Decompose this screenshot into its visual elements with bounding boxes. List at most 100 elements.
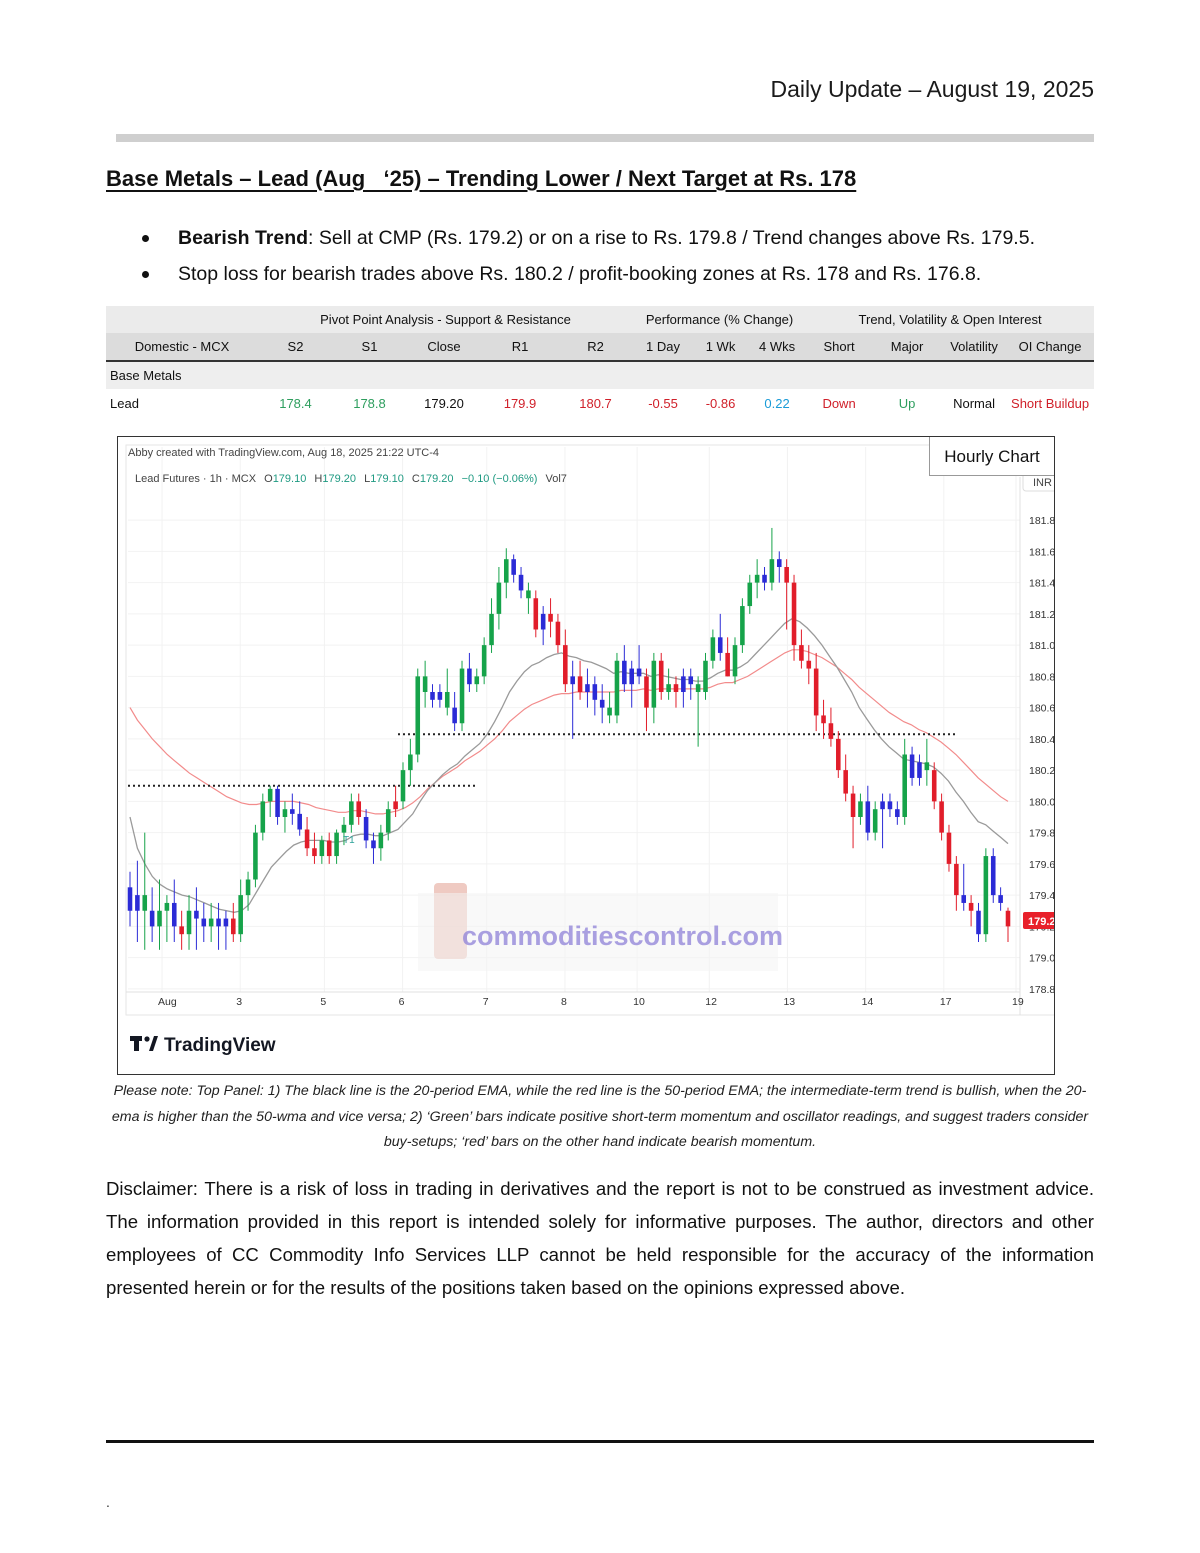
cell-1day: -0.55 — [648, 395, 678, 411]
cell-s2: 178.4 — [279, 395, 312, 411]
x-tick-label: 13 — [783, 996, 795, 1008]
table-group-header: Pivot Point Analysis - Support & Resista… — [106, 306, 1095, 333]
candle-body — [194, 910, 199, 919]
y-tick-label: 180.20 — [1029, 765, 1054, 777]
candle-body — [378, 832, 384, 849]
cell-close: 179.20 — [424, 395, 464, 411]
candle-body — [526, 590, 531, 599]
cell-4wks: 0.22 — [764, 395, 790, 411]
candle-body — [695, 684, 701, 692]
candle-body — [349, 801, 354, 825]
candle-body — [260, 801, 266, 833]
candle-body — [319, 840, 325, 857]
y-tick-label: 181.00 — [1029, 640, 1054, 652]
candle-body — [806, 660, 812, 669]
candle-body — [474, 676, 480, 685]
cell-r2: 180.7 — [579, 395, 612, 411]
cell-1wk: -0.86 — [705, 395, 736, 411]
table-column-header: Domestic - MCX S2 S1 Close R1 R2 1 Day 1… — [106, 333, 1095, 362]
x-tick-label: 7 — [483, 996, 489, 1008]
candle-body — [754, 574, 760, 583]
report-date: Daily Update – August 19, 2025 — [770, 76, 1094, 102]
candle-body — [245, 879, 251, 896]
candle-body — [157, 910, 162, 927]
candle-body — [843, 770, 848, 794]
candle-body — [828, 723, 834, 739]
y-tick-label: 181.60 — [1029, 546, 1054, 558]
x-tick-label: 19 — [1012, 996, 1024, 1008]
candle-body — [747, 582, 753, 607]
candle-body — [592, 684, 598, 700]
candle-body — [725, 652, 730, 677]
last-price-badge — [1023, 912, 1054, 929]
cell-instrument: Lead — [110, 395, 139, 411]
recommendation-bold: Bearish Trend — [178, 227, 309, 249]
recommendation-list: Bearish Trend: Sell at CMP (Rs. 179.2) o… — [138, 220, 1098, 292]
marker-label: T1 — [343, 835, 355, 846]
candle-body — [201, 918, 207, 927]
legend-close: 179.20 — [420, 473, 454, 485]
cell-oi-change: Short Buildup — [1011, 395, 1090, 411]
candle-body — [400, 770, 406, 802]
candle-body — [872, 809, 878, 833]
col-header: R2 — [558, 333, 634, 362]
x-tick-label: 5 — [320, 996, 326, 1008]
candle-body — [607, 707, 612, 716]
cell-volatility: Normal — [953, 395, 996, 411]
candle-body — [231, 918, 236, 935]
report-title: Base Metals – Lead (Aug ‘25) – Trending … — [106, 166, 857, 191]
legend-symbol: Lead Futures · 1h · MCX — [135, 473, 257, 485]
x-tick-label: 17 — [940, 996, 952, 1008]
col-header: Volatility — [942, 333, 1007, 362]
watermark-text: commoditiescontrol.com — [462, 921, 783, 951]
col-header: 1 Day — [633, 333, 694, 362]
header-divider — [116, 134, 1094, 142]
legend-low: 179.10 — [370, 473, 404, 485]
candle-body — [902, 754, 907, 817]
candle-body — [666, 684, 671, 692]
y-tick-label: 180.60 — [1029, 703, 1054, 715]
candle-body — [371, 840, 376, 849]
candle-body — [548, 613, 553, 622]
candle-body — [511, 559, 516, 575]
chart-credit: Abby created with TradingView.com, Aug 1… — [128, 447, 439, 459]
candle-body — [570, 676, 575, 685]
legend-open: 179.10 — [273, 473, 307, 485]
candle-body — [518, 574, 524, 591]
candle-body — [164, 902, 170, 911]
x-tick-label: Aug — [158, 996, 177, 1008]
candle-body — [142, 895, 148, 911]
candle-body — [452, 707, 457, 724]
candle-body — [326, 840, 332, 857]
candle-body — [651, 660, 657, 708]
col-header: R1 — [482, 333, 558, 362]
x-tick-label: 6 — [399, 996, 405, 1008]
candle-body — [636, 668, 642, 677]
candle-body — [954, 863, 959, 896]
candle-body — [858, 801, 863, 817]
col-header: Short — [806, 333, 873, 362]
tradingview-wordmark: TradingView — [164, 1035, 276, 1056]
candle-body — [393, 801, 398, 810]
candle-body — [924, 762, 930, 771]
candle-body — [127, 887, 133, 911]
col-header: Major — [872, 333, 943, 362]
group-pivot: Pivot Point Analysis - Support & Resista… — [258, 306, 634, 333]
tradingview-logo: TradingView — [130, 1035, 276, 1056]
candle-body — [976, 910, 981, 935]
y-tick-label: 179.60 — [1029, 859, 1054, 871]
y-tick-label: 179.40 — [1029, 890, 1054, 902]
candle-body — [253, 832, 258, 880]
candle-body — [850, 793, 856, 817]
candle-body — [385, 809, 391, 833]
candle-body — [710, 637, 716, 661]
candle-body — [533, 598, 539, 630]
bullet-dot-icon — [142, 271, 149, 278]
candle-body — [275, 788, 280, 817]
hourly-candlestick-chart: commoditiescontrol.com T1 178.80 179.00 17… — [125, 444, 1054, 1056]
candle-body — [836, 738, 841, 771]
currency-label: INR — [1033, 477, 1052, 489]
col-header: OI Change — [1006, 333, 1095, 362]
candle-body — [644, 676, 649, 708]
candle-body — [917, 762, 922, 778]
